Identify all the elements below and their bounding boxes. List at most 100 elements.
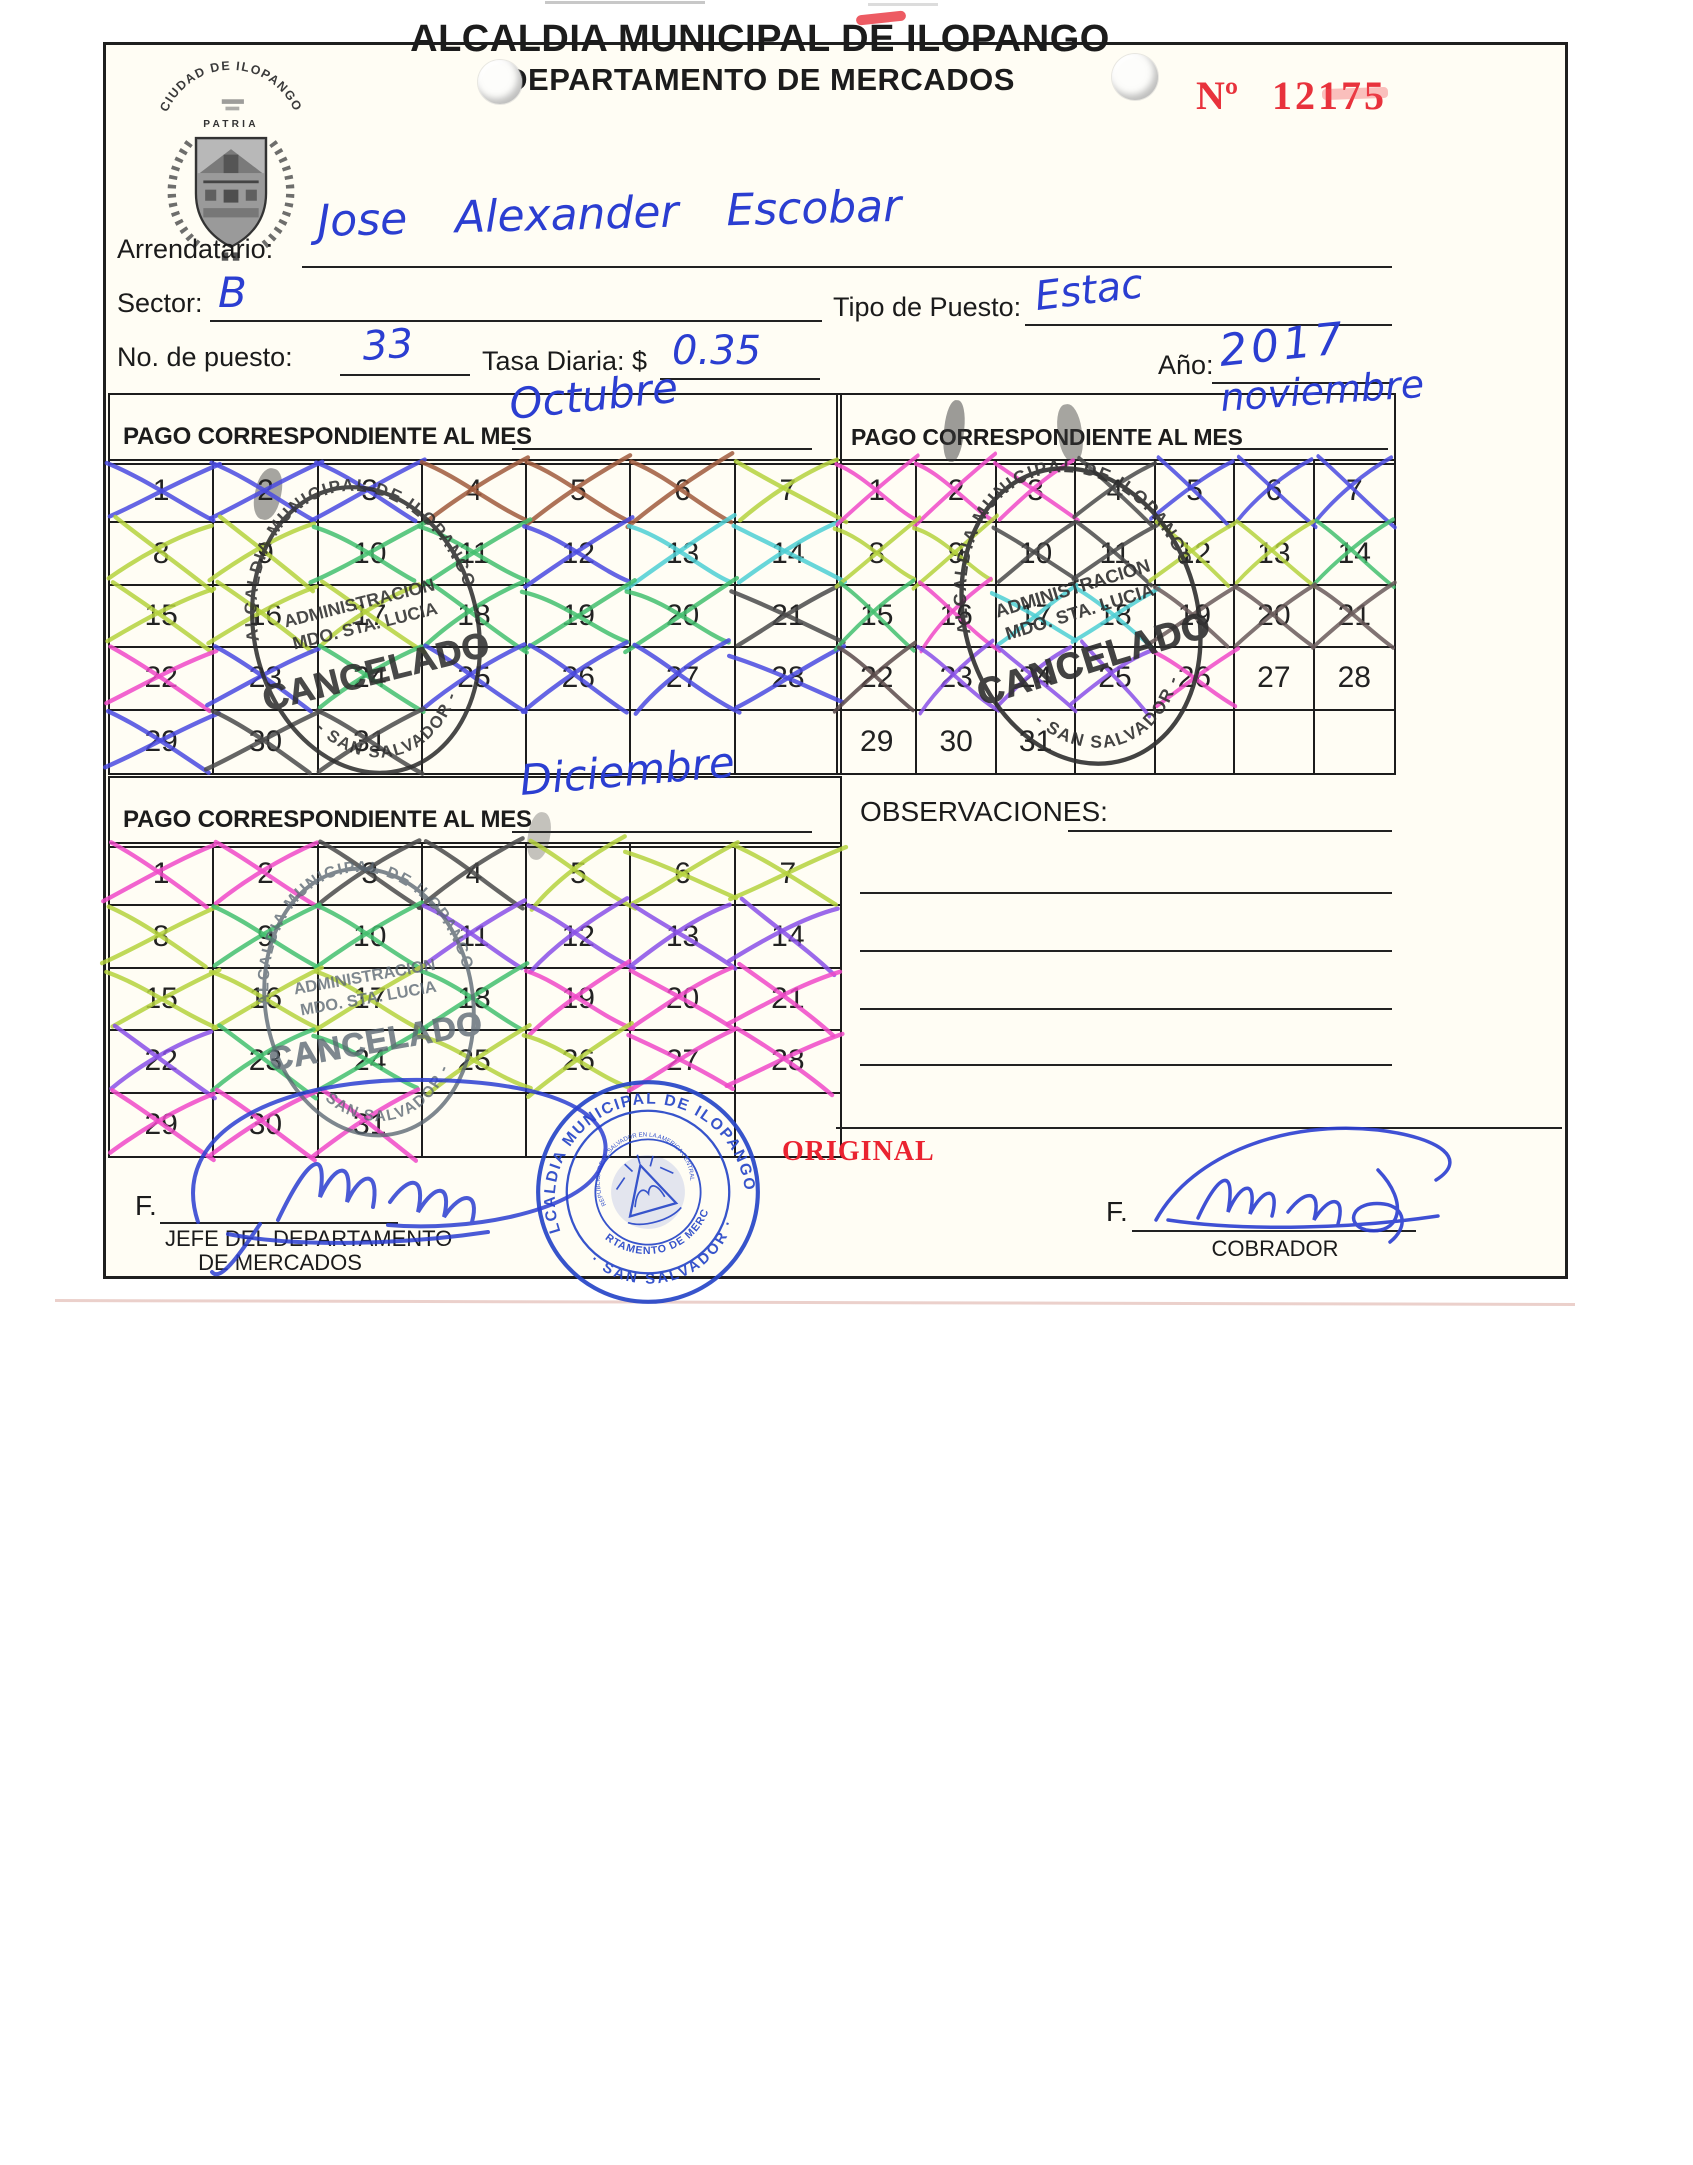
day-cell: 13: [1234, 519, 1317, 590]
day-number: 1: [868, 474, 886, 508]
day-number: 15: [144, 981, 178, 1015]
day-cell: 25: [1069, 639, 1156, 719]
day-cell: 17: [990, 582, 1079, 649]
day-number: 16: [248, 598, 283, 632]
day-number: 24: [1018, 661, 1053, 695]
day-number: 14: [1337, 536, 1371, 570]
day-number: 22: [144, 1044, 178, 1078]
day-cell: 24: [318, 643, 427, 715]
day-cell: 11: [417, 517, 533, 588]
day-cell: 3: [315, 838, 424, 911]
arrendatario-label: Arrendatario:: [117, 234, 274, 264]
tipo-puesto-line: [1025, 324, 1392, 326]
day-cell: 6: [623, 840, 741, 907]
numero-puesto-line: [340, 374, 470, 376]
day-number: 26: [561, 1044, 595, 1078]
day-cell: 2: [213, 839, 322, 910]
day-number: 28: [1337, 661, 1371, 695]
day-number: 9: [257, 536, 274, 570]
day-number: 31: [353, 1107, 387, 1141]
sector-line: [210, 320, 822, 322]
day-number: 12: [1177, 536, 1212, 570]
day-number: 2: [257, 857, 274, 891]
empty-cell: [631, 710, 736, 773]
day-cell: 12: [522, 515, 635, 590]
day-number: 14: [771, 919, 805, 953]
day-number: 21: [1337, 598, 1371, 632]
day-cell: 8: [832, 515, 921, 590]
day-number: 7: [1345, 474, 1363, 508]
day-number: 11: [1099, 536, 1131, 570]
day-cell: 20: [1233, 581, 1317, 650]
empty-cell: [527, 710, 632, 773]
day-cell: 26: [1151, 646, 1241, 711]
day-number: 8: [152, 536, 170, 570]
day-cell: 19: [1147, 583, 1239, 649]
day-number: 5: [1186, 474, 1203, 508]
day-cell: 30: [204, 708, 324, 776]
day-cell: 18: [414, 960, 530, 1035]
day-cell: 24: [995, 644, 1078, 714]
observaciones-line: [860, 1008, 1392, 1010]
day-cell: 18: [1070, 585, 1161, 649]
day-cell: 17: [312, 963, 427, 1033]
day-cell: 22: [832, 640, 918, 714]
scan-artifact: [545, 1, 705, 4]
day-number: 9: [257, 919, 274, 953]
jefe-caption-1: JEFE DEL DEPARTAMENTO: [165, 1226, 453, 1251]
day-number: 5: [569, 474, 587, 508]
day-cell: 22: [104, 644, 219, 714]
day-number: 4: [1106, 474, 1124, 508]
day-number: 27: [665, 661, 700, 695]
day-cell: 26: [520, 640, 632, 715]
day-number: 25: [457, 661, 491, 695]
day-cell: 3: [309, 457, 428, 524]
day-number: 1: [152, 474, 170, 508]
day-cell: 1: [100, 840, 217, 910]
day-cell: 28: [727, 644, 847, 711]
day-number: 4: [465, 474, 483, 508]
day-cell: 5: [524, 453, 633, 527]
footer-divider-line: [836, 1127, 1562, 1129]
empty-cell: [1315, 711, 1394, 773]
empty-cell: [423, 710, 528, 773]
day-number: 27: [665, 1044, 700, 1078]
day-cell: 16: [917, 576, 1002, 654]
day-cell: 28: [724, 1026, 845, 1098]
day-cell: 10: [308, 519, 430, 586]
day-cell: 21: [729, 581, 847, 649]
day-number: 7: [779, 474, 797, 508]
ano-label: Año:: [1158, 350, 1214, 380]
tasa-diaria-handwriting: 0.35: [672, 328, 762, 374]
day-cell: 23: [205, 644, 322, 714]
day-number: 26: [561, 661, 595, 695]
day-cell: 29: [107, 1088, 216, 1163]
day-number: 16: [939, 598, 973, 632]
empty-cell: [736, 711, 840, 773]
cobrador-caption: COBRADOR: [1211, 1236, 1339, 1261]
day-cell: 23: [210, 1023, 319, 1101]
day-number: 12: [561, 536, 595, 570]
december-month-line: [512, 831, 812, 833]
sector-label: Sector:: [117, 288, 203, 318]
day-number: 14: [771, 536, 805, 570]
day-number: 13: [665, 919, 700, 953]
day-number: 10: [353, 919, 387, 953]
day-cell: 30: [917, 710, 997, 773]
receipt-number-label: Nº: [1196, 73, 1239, 118]
day-cell: 1: [104, 460, 222, 524]
day-cell: 29: [102, 709, 221, 776]
header-subtitle: DEPARTAMENTO DE MERCADOS: [505, 62, 1015, 97]
day-number: 23: [939, 661, 973, 695]
empty-cell: [1076, 710, 1156, 773]
day-cell: 21: [726, 961, 843, 1038]
observaciones-line: [860, 892, 1392, 894]
day-cell: 27: [626, 1027, 737, 1094]
day-cell: 7: [734, 457, 849, 525]
day-cell: 4: [416, 836, 528, 911]
day-number: 18: [457, 598, 491, 632]
empty-cell: [1235, 710, 1315, 773]
day-number: 8: [868, 536, 886, 570]
day-number: 17: [1018, 598, 1053, 632]
